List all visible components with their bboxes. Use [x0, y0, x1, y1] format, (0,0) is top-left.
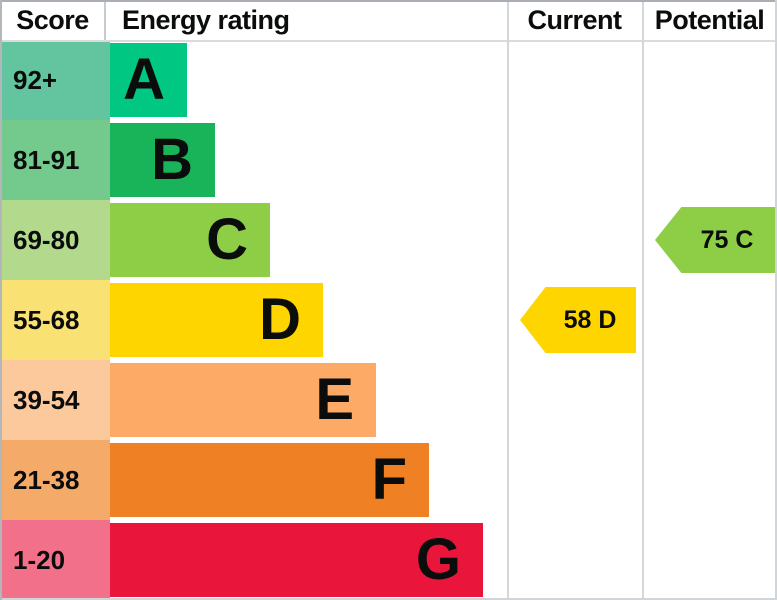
score-column-divider [104, 0, 106, 40]
band-letter-g: G [415, 527, 461, 592]
score-range-a: 92+ [0, 40, 110, 120]
band-rows: 92+ A 81-91 B 69-80 C 55-68 D 39-54 E 21-38 F 1-20 G [0, 40, 777, 600]
score-range-e: 39-54 [0, 360, 110, 440]
band-bar-f: F [110, 443, 429, 517]
band-row-a: 92+ A [0, 40, 777, 120]
header-potential: Potential [654, 4, 765, 35]
score-range-c: 69-80 [0, 200, 110, 280]
band-letter-e: E [315, 367, 354, 432]
band-bar-a: A [110, 43, 187, 117]
chart-header: Score Energy rating Current Potential [0, 0, 777, 40]
current-column-divider [507, 0, 509, 598]
band-letter-a: A [123, 47, 165, 112]
band-bar-g: G [110, 523, 483, 597]
chart-border-left [0, 0, 2, 600]
header-score: Score [16, 4, 89, 35]
band-row-f: 21-38 F [0, 440, 777, 520]
band-bar-c: C [110, 203, 270, 277]
header-energy-rating: Energy rating [122, 4, 290, 35]
band-bar-b: B [110, 123, 215, 197]
current-rating-label: 58 D [563, 305, 617, 334]
chart-border-bottom [0, 598, 777, 600]
band-letter-d: D [259, 287, 301, 352]
band-bar-d: D [110, 283, 323, 357]
band-row-d: 55-68 D [0, 280, 777, 360]
current-rating-marker-arrow-icon: 58 D [520, 287, 636, 353]
potential-rating-label: 75 C [700, 225, 754, 254]
potential-rating-marker-arrow-icon: 75 C [655, 207, 775, 273]
chart-border-right [775, 0, 777, 600]
band-letter-c: C [206, 207, 248, 272]
band-letter-f: F [371, 447, 407, 512]
chart-border-top [0, 0, 777, 2]
band-row-b: 81-91 B [0, 120, 777, 200]
score-range-g: 1-20 [0, 520, 110, 600]
band-row-g: 1-20 G [0, 520, 777, 600]
score-range-d: 55-68 [0, 280, 110, 360]
band-letter-b: B [151, 127, 193, 192]
header-current: Current [527, 4, 622, 35]
potential-column-divider [642, 0, 644, 598]
header-underline [0, 40, 777, 42]
score-range-f: 21-38 [0, 440, 110, 520]
band-row-e: 39-54 E [0, 360, 777, 440]
band-row-c: 69-80 C [0, 200, 777, 280]
band-bar-e: E [110, 363, 376, 437]
score-range-b: 81-91 [0, 120, 110, 200]
